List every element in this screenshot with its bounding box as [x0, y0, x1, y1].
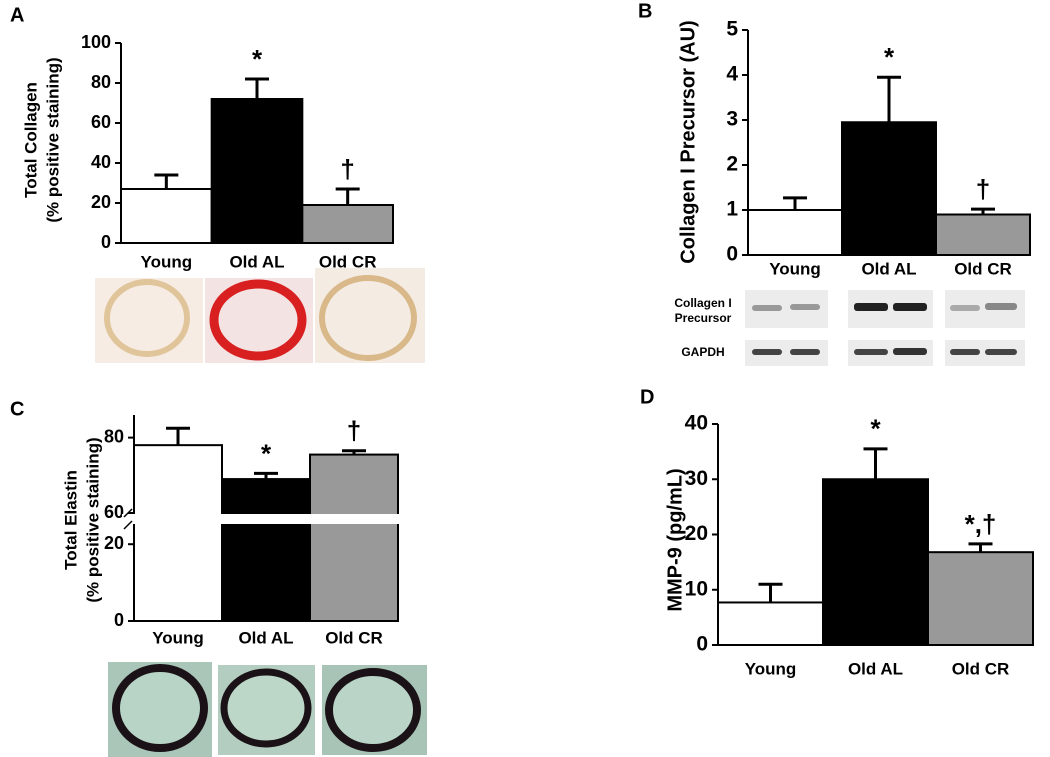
- error-bar: [863, 447, 888, 480]
- significance-label: *,†: [965, 509, 997, 539]
- blot-label: Collagen I Precursor: [674, 296, 732, 325]
- x-tick-label: Old AL: [238, 628, 293, 647]
- x-tick-label: Old CR: [325, 628, 383, 647]
- error-bar: [758, 582, 783, 603]
- error-bar: [342, 449, 366, 455]
- bar: [717, 601, 824, 647]
- y-axis-label: (% positive staining): [83, 437, 102, 602]
- error-bar: [783, 196, 807, 210]
- y-tick-label: 20: [104, 533, 124, 553]
- error-bar: [245, 77, 269, 99]
- y-tick-label: 10: [685, 577, 708, 600]
- y-axis-label: Collagen I Precursor (AU): [677, 20, 699, 263]
- y-tick-label: 100: [81, 32, 111, 52]
- y-tick-label: 0: [101, 232, 111, 252]
- y-tick-label: 0: [696, 633, 708, 656]
- y-tick-label: 40: [685, 412, 708, 435]
- y-tick-label: 60: [104, 502, 124, 522]
- histology-a: [95, 268, 425, 363]
- bar: [221, 478, 311, 623]
- error-bar: [971, 207, 995, 215]
- x-tick-label: Young: [745, 659, 797, 678]
- significance-label: †: [340, 154, 354, 184]
- bar: [822, 478, 929, 646]
- panel-letter: A: [10, 4, 24, 26]
- panel-letter: C: [10, 398, 24, 420]
- bar: [120, 188, 213, 244]
- x-tick-label: Old AL: [861, 259, 916, 278]
- x-tick-label: Old CR: [952, 659, 1010, 678]
- error-bar: [877, 75, 901, 123]
- significance-label: †: [976, 174, 990, 204]
- error-bar: [166, 426, 190, 446]
- x-tick-label: Young: [152, 628, 204, 647]
- significance-label: *: [261, 438, 272, 468]
- panel-letter: D: [640, 386, 654, 408]
- significance-label: *: [252, 44, 263, 74]
- blots-b: [745, 290, 1025, 366]
- y-axis-label: (% positive staining): [43, 57, 62, 222]
- bar: [747, 209, 843, 256]
- panel-letter: B: [638, 0, 652, 22]
- bar: [301, 204, 395, 244]
- error-bar: [254, 471, 278, 480]
- bar: [133, 444, 223, 622]
- significance-label: *: [884, 42, 895, 72]
- bar: [309, 453, 399, 623]
- error-bar: [154, 173, 179, 189]
- blot-label: GAPDH: [681, 345, 725, 359]
- error-bar: [968, 542, 993, 553]
- y-tick-label: 2: [726, 153, 738, 176]
- y-axis-label: Total Elastin: [61, 470, 80, 570]
- x-tick-label: Old AL: [848, 659, 903, 678]
- x-tick-label: Old CR: [954, 259, 1012, 278]
- break-mark: [123, 508, 133, 530]
- y-tick-label: 4: [726, 63, 738, 86]
- error-bar: [335, 187, 360, 205]
- y-tick-label: 80: [91, 72, 111, 92]
- bar: [841, 121, 937, 256]
- x-tick-label: Young: [141, 252, 193, 271]
- y-tick-label: 80: [104, 426, 124, 446]
- axis-break: [122, 514, 402, 524]
- y-tick-label: 20: [91, 192, 111, 212]
- y-tick-label: 1: [726, 198, 738, 221]
- x-tick-label: Young: [769, 259, 821, 278]
- y-tick-label: 0: [726, 243, 738, 266]
- y-tick-label: 40: [91, 152, 111, 172]
- significance-label: †: [347, 416, 361, 446]
- y-tick-label: 5: [726, 18, 738, 41]
- y-tick-label: 0: [114, 610, 124, 630]
- x-tick-label: Old CR: [319, 252, 377, 271]
- y-tick-label: 20: [685, 522, 708, 545]
- x-tick-label: Old AL: [229, 252, 284, 271]
- bar: [210, 98, 304, 244]
- bar: [935, 213, 1031, 256]
- y-axis-label: Total Collagen: [21, 82, 40, 198]
- bar: [927, 551, 1034, 646]
- y-tick-label: 30: [685, 467, 708, 490]
- y-tick-label: 60: [91, 112, 111, 132]
- histology-c: [108, 662, 427, 757]
- y-tick-label: 3: [726, 108, 738, 131]
- significance-label: *: [870, 414, 881, 444]
- y-axis-label: MMP-9 (pg/mL): [664, 468, 686, 611]
